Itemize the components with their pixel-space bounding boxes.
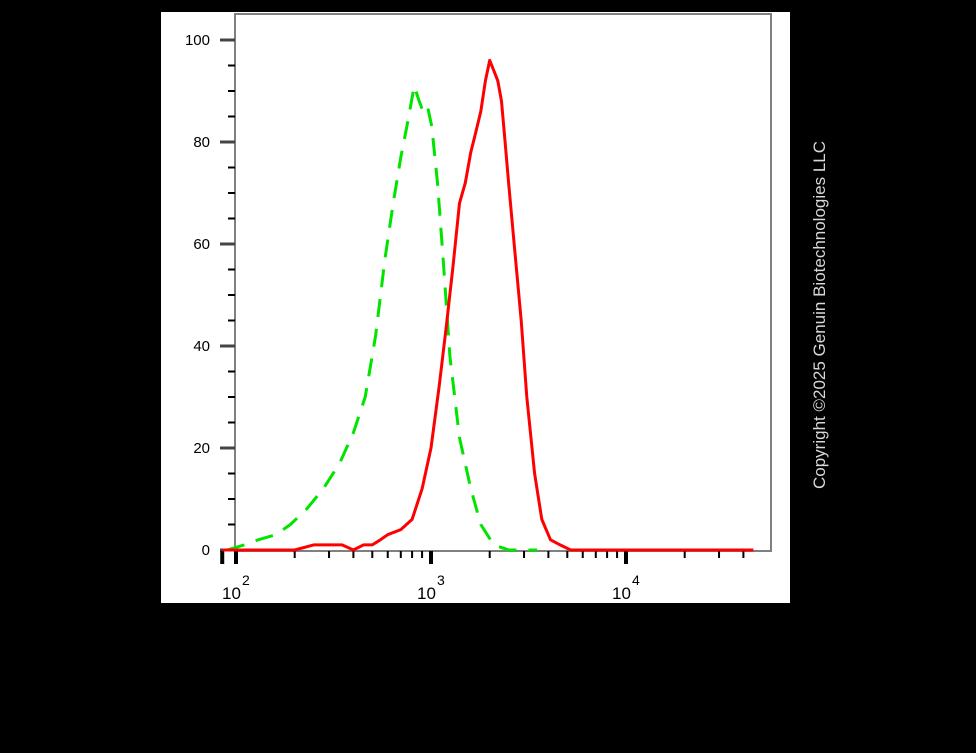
sample-histogram-line: [222, 58, 754, 552]
copyright-watermark: Copyright ©2025 Genuin Biotechnologies L…: [810, 140, 829, 490]
x-tick-label: 10: [417, 584, 436, 603]
control-histogram-line: [226, 84, 538, 552]
svg-text:4: 4: [632, 572, 640, 588]
svg-text:2: 2: [242, 572, 250, 588]
chart-panel: 0 20 40 60 80 100 10 2 10 3 10 4: [161, 12, 790, 603]
y-tick-label: 40: [193, 338, 210, 355]
y-tick-label: 20: [193, 440, 210, 457]
plot-frame: [234, 13, 772, 552]
y-tick-label: 60: [193, 236, 210, 253]
x-tick-label: 10: [222, 584, 241, 603]
series-lines: [222, 58, 754, 552]
x-tick-label: 10: [612, 584, 631, 603]
y-axis: 0 20 40 60 80 100: [185, 32, 235, 559]
y-tick-label: 0: [202, 542, 210, 559]
y-tick-label: 100: [185, 32, 210, 49]
svg-text:3: 3: [437, 572, 445, 588]
y-tick-label: 80: [193, 134, 210, 151]
